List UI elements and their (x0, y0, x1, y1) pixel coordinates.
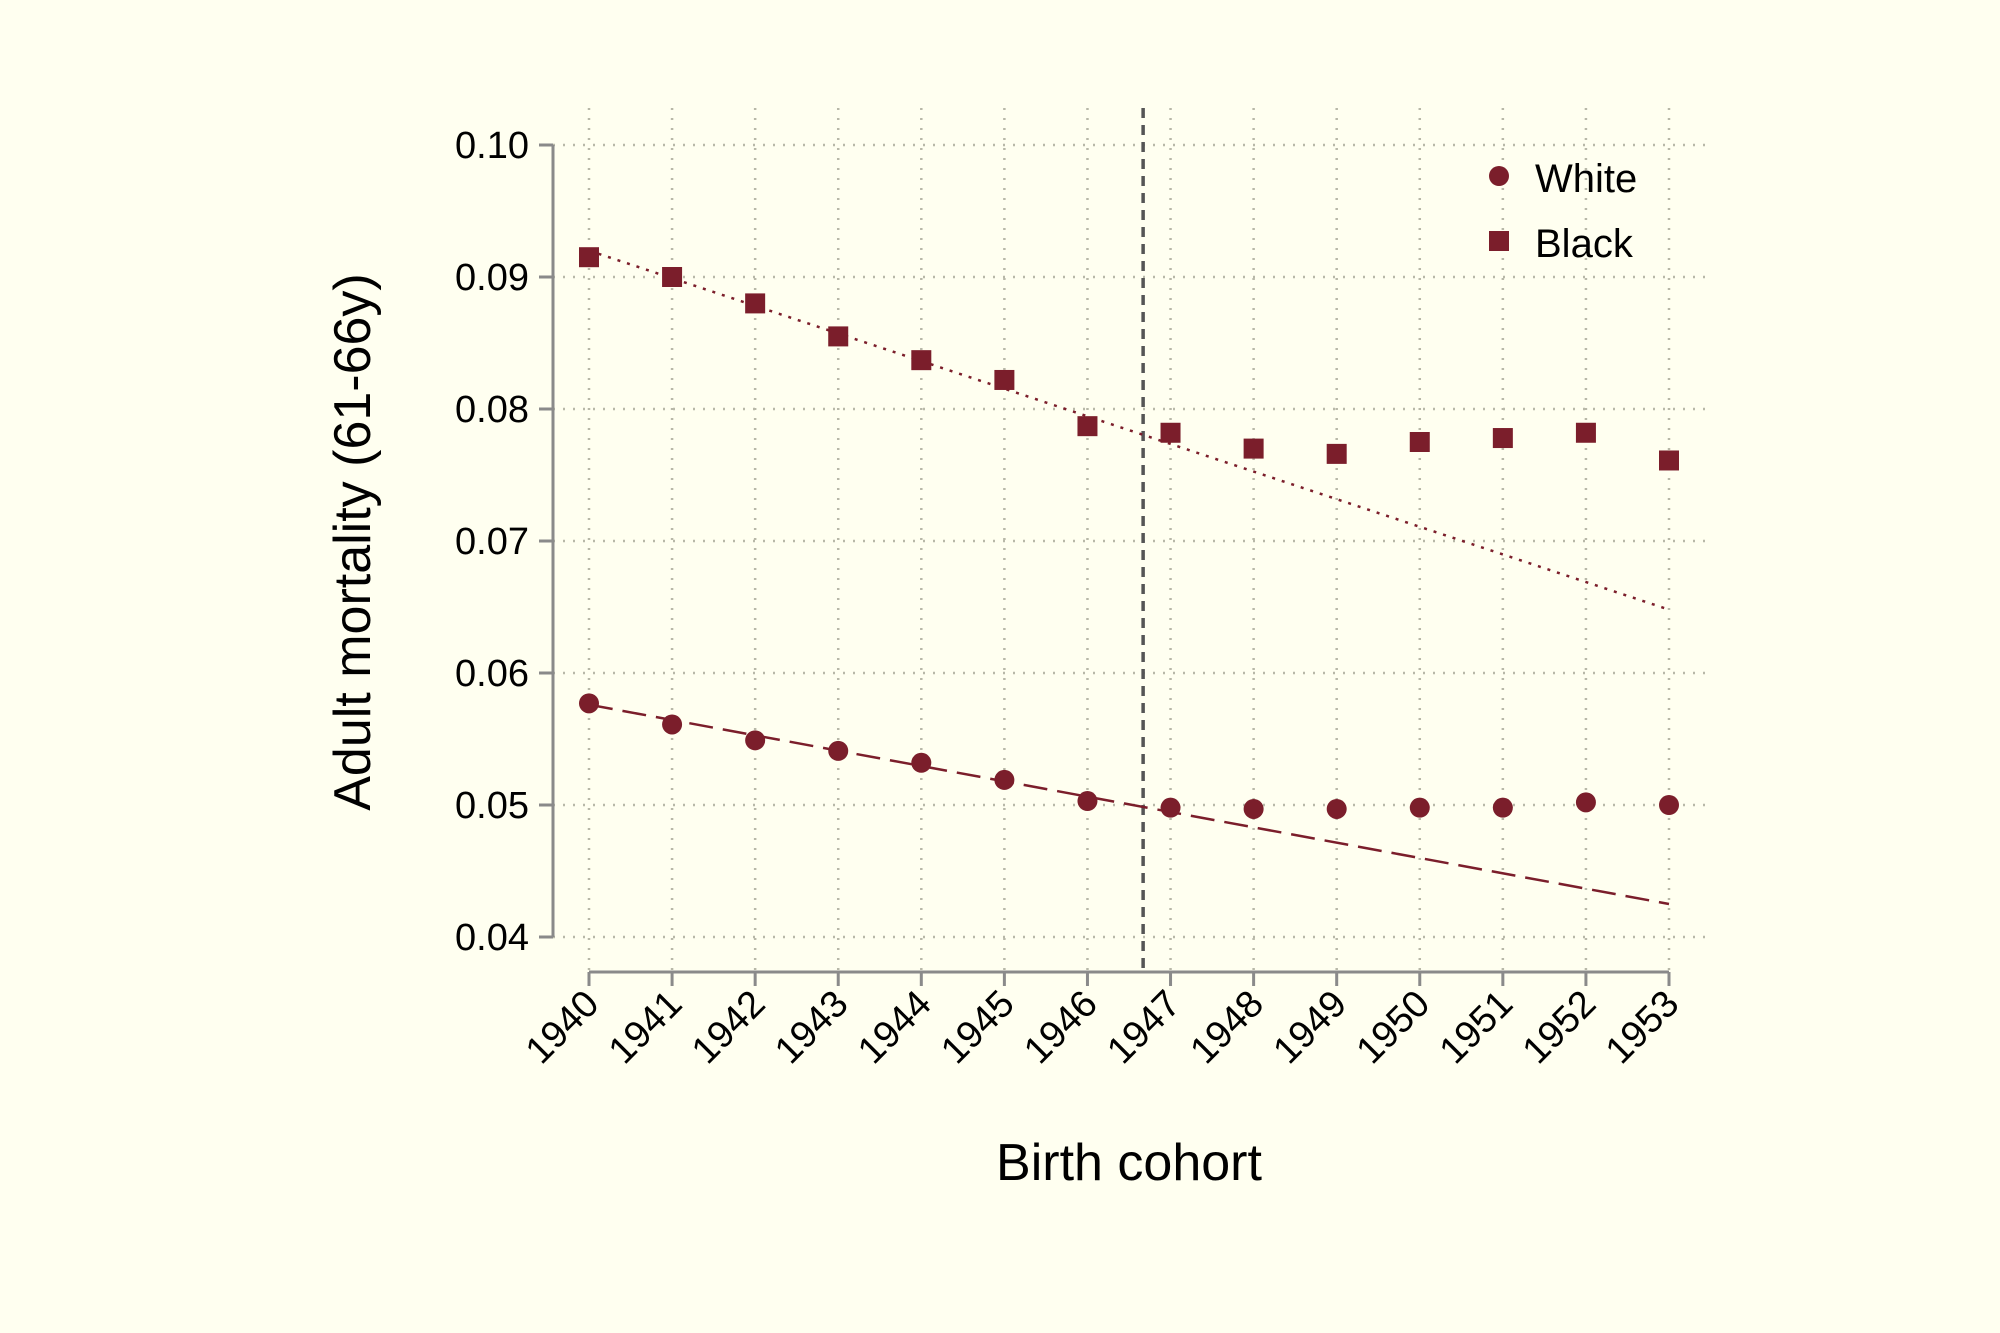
y-tick-label: 0.10 (455, 125, 529, 167)
legend-black-label: Black (1535, 222, 1634, 266)
point-black (579, 247, 599, 268)
x-tick-label: 1949 (1266, 983, 1355, 1072)
point-black (1409, 432, 1430, 452)
point-black (1160, 422, 1181, 443)
point-black (911, 350, 932, 371)
x-tick-label: 1943 (767, 983, 856, 1072)
x-tick-label: 1950 (1349, 983, 1438, 1072)
x-tick-label: 1942 (684, 983, 773, 1072)
x-tick-label: 1948 (1182, 983, 1271, 1072)
x-tick-label: 1951 (1432, 983, 1521, 1072)
point-black (828, 326, 849, 347)
x-tick-label: 1946 (1016, 983, 1105, 1072)
point-black (1492, 428, 1513, 449)
point-black (1077, 416, 1098, 437)
point-white (911, 752, 932, 773)
y-tick-label: 0.09 (455, 257, 529, 299)
trend-line-white (588, 703, 1670, 906)
point-white (1575, 792, 1596, 813)
point-white (994, 769, 1015, 790)
y-tick-label: 0.06 (455, 653, 529, 695)
x-tick-label: 1947 (1099, 983, 1188, 1072)
point-white (1326, 798, 1347, 819)
point-black (1326, 443, 1347, 464)
point-white (1409, 797, 1430, 818)
point-white (1160, 797, 1181, 818)
point-white (579, 693, 599, 714)
legend-white-marker (1489, 166, 1509, 186)
point-white (662, 714, 683, 735)
trend-lines (588, 249, 1670, 906)
legend-black-marker (1489, 231, 1509, 251)
x-tick-labels: 1940194119421943194419451946194719481949… (518, 983, 1687, 1072)
x-tick-label: 1944 (850, 983, 939, 1072)
point-black (1575, 422, 1596, 443)
point-black (1659, 450, 1679, 471)
point-white (1243, 798, 1264, 819)
point-white (1492, 797, 1513, 818)
x-tick-label: 1952 (1515, 983, 1604, 1072)
point-white (1659, 795, 1679, 815)
point-black (662, 267, 683, 287)
x-tick-label: 1945 (933, 983, 1022, 1072)
point-white (745, 730, 766, 751)
legend: White Black (1489, 157, 1637, 266)
y-tick-label: 0.05 (455, 785, 529, 827)
x-axis-title: Birth cohort (996, 1134, 1262, 1192)
point-black (1243, 438, 1264, 459)
legend-white-label: White (1535, 157, 1637, 201)
y-tick-label: 0.08 (455, 389, 529, 431)
axes (539, 143, 1671, 986)
point-black (745, 293, 766, 314)
y-tick-label: 0.07 (455, 521, 529, 563)
data-markers (579, 247, 1679, 819)
grid (553, 108, 1705, 972)
point-white (1077, 791, 1098, 812)
point-black (994, 369, 1015, 390)
x-tick-label: 1940 (518, 983, 607, 1072)
x-tick-label: 1941 (601, 983, 690, 1072)
y-tick-labels: 0.04 0.05 0.06 0.07 0.08 0.09 0.10 (455, 125, 529, 959)
point-white (828, 740, 849, 761)
y-tick-label: 0.04 (455, 917, 529, 959)
y-axis-title: Adult mortality (61-66y) (324, 273, 382, 811)
x-tick-label: 1953 (1598, 983, 1687, 1072)
